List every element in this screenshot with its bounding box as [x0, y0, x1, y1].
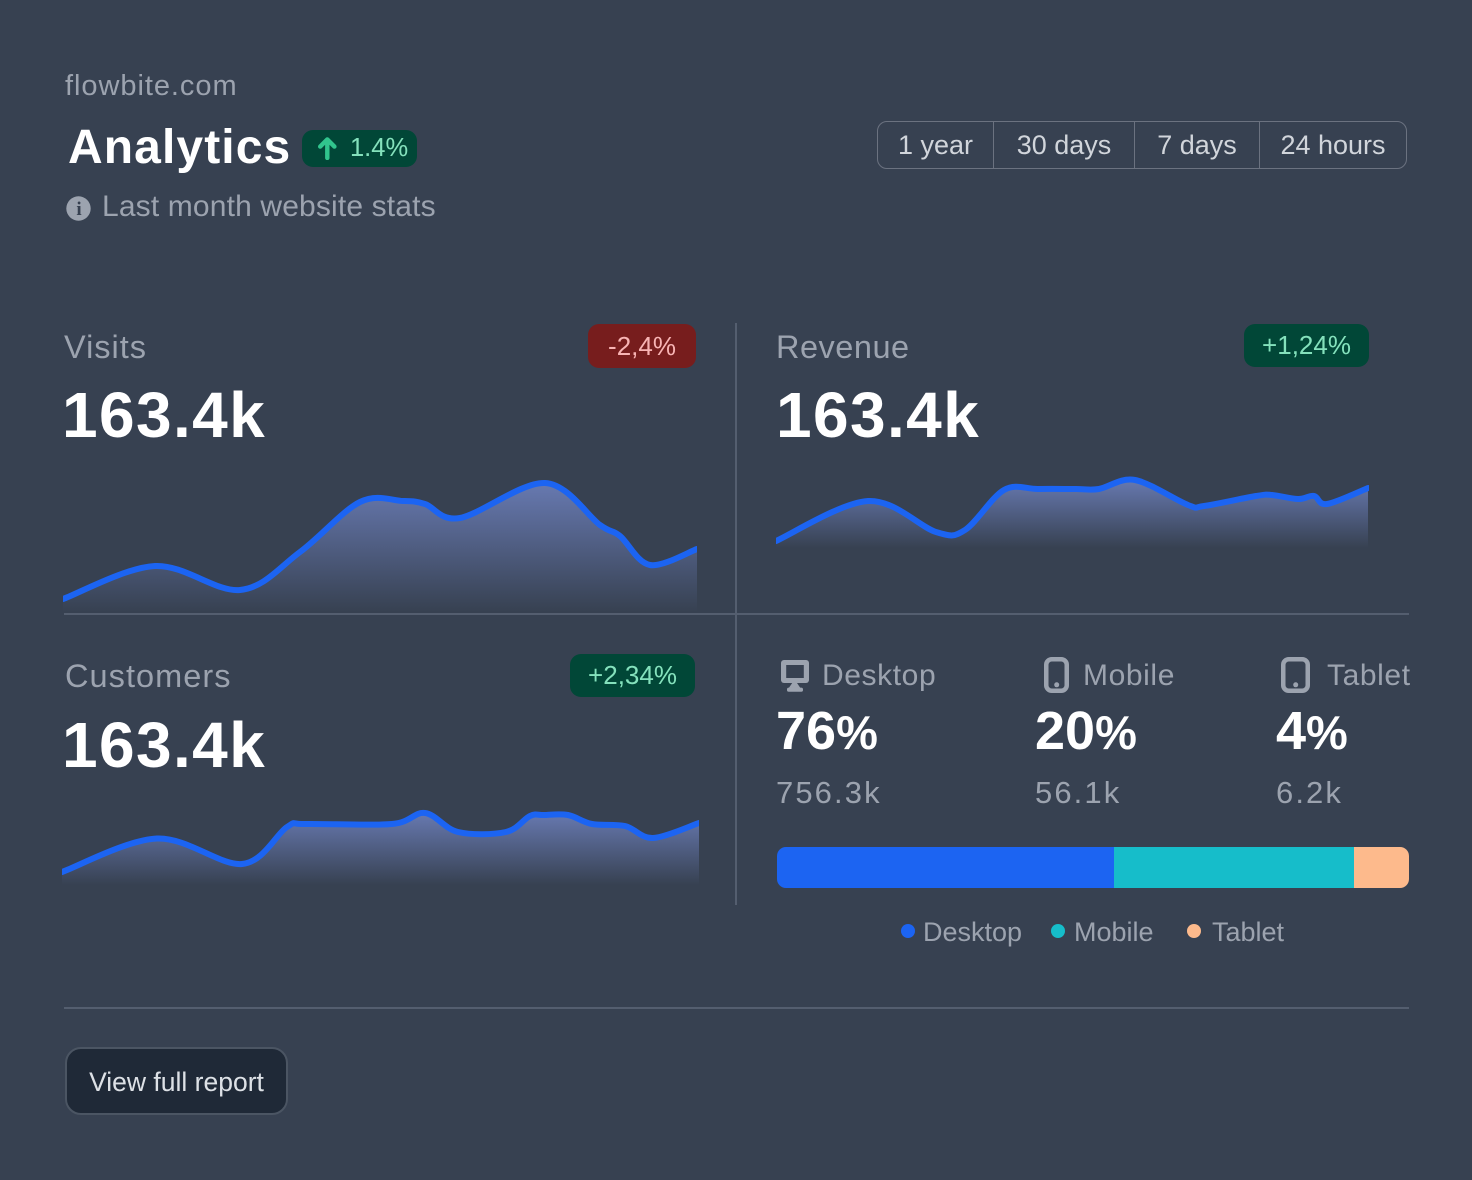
svg-text:i: i: [76, 199, 81, 220]
